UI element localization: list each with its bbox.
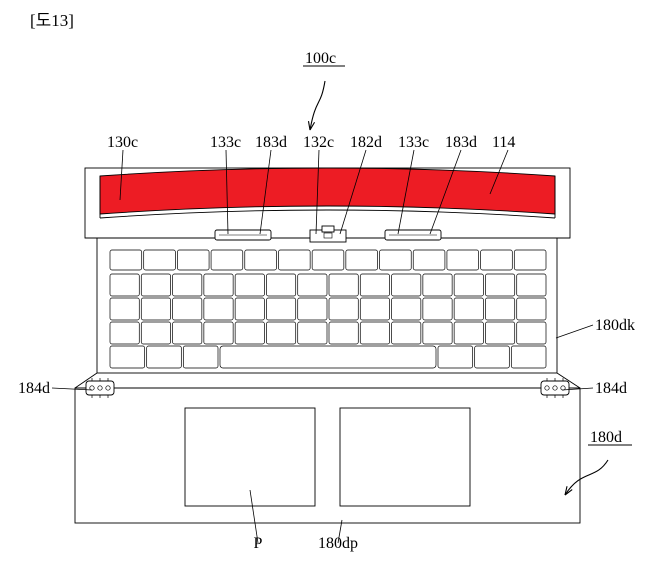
key <box>380 250 412 270</box>
key <box>392 298 421 320</box>
hinge-icon <box>541 378 569 398</box>
key <box>392 322 421 344</box>
ref-182d: 182d <box>350 134 382 151</box>
key <box>173 322 202 344</box>
key <box>485 322 514 344</box>
figure-label: [도13] <box>30 11 74 30</box>
key <box>312 250 344 270</box>
key <box>110 298 139 320</box>
key <box>423 298 452 320</box>
key <box>517 322 546 344</box>
ref-184d: 184d <box>18 380 50 397</box>
key <box>511 346 546 368</box>
key <box>147 346 182 368</box>
key <box>485 274 514 296</box>
key <box>346 250 378 270</box>
hinge-icon <box>86 378 114 398</box>
key <box>110 322 139 344</box>
key <box>141 298 170 320</box>
key <box>141 322 170 344</box>
key <box>204 322 233 344</box>
key <box>514 250 546 270</box>
key <box>110 250 142 270</box>
key <box>329 298 358 320</box>
ref-180d: 180d <box>590 429 622 446</box>
key <box>177 250 209 270</box>
ref-184d: 184d <box>595 380 627 397</box>
ref-133c: 133c <box>210 134 241 151</box>
ref-132c: 132c <box>303 134 334 151</box>
key <box>110 346 145 368</box>
key <box>481 250 513 270</box>
key <box>475 346 510 368</box>
key <box>485 298 514 320</box>
key <box>517 274 546 296</box>
key <box>278 250 310 270</box>
key <box>454 322 483 344</box>
key <box>360 274 389 296</box>
key <box>266 322 295 344</box>
key <box>266 274 295 296</box>
ref-P: P <box>254 535 263 552</box>
key <box>360 298 389 320</box>
key <box>141 274 170 296</box>
key <box>173 298 202 320</box>
key <box>454 298 483 320</box>
ref-133c: 133c <box>398 134 429 151</box>
key <box>329 274 358 296</box>
key <box>298 274 327 296</box>
ref-114: 114 <box>492 134 515 151</box>
key <box>173 274 202 296</box>
key <box>423 322 452 344</box>
key <box>454 274 483 296</box>
patent-figure: [도13] 100c 180d 130c 133c 183d 132c 182d 133c 183… <box>0 0 650 561</box>
key <box>392 274 421 296</box>
key <box>235 274 264 296</box>
key <box>423 274 452 296</box>
key <box>235 298 264 320</box>
key <box>517 298 546 320</box>
key <box>298 322 327 344</box>
ref-183d: 183d <box>445 134 477 151</box>
key <box>211 250 243 270</box>
spacebar <box>220 346 436 368</box>
ref-180dk: 180dk <box>595 317 635 334</box>
key <box>110 274 139 296</box>
key <box>204 274 233 296</box>
ref-130c: 130c <box>107 134 138 151</box>
ref-180dp: 180dp <box>318 535 358 552</box>
key <box>183 346 218 368</box>
key <box>144 250 176 270</box>
key <box>329 322 358 344</box>
key <box>413 250 445 270</box>
key <box>298 298 327 320</box>
key <box>447 250 479 270</box>
key <box>266 298 295 320</box>
key <box>360 322 389 344</box>
key <box>438 346 473 368</box>
key <box>204 298 233 320</box>
key <box>235 322 264 344</box>
ref-100c: 100c <box>305 50 336 67</box>
ref-183d: 183d <box>255 134 287 151</box>
key <box>245 250 277 270</box>
